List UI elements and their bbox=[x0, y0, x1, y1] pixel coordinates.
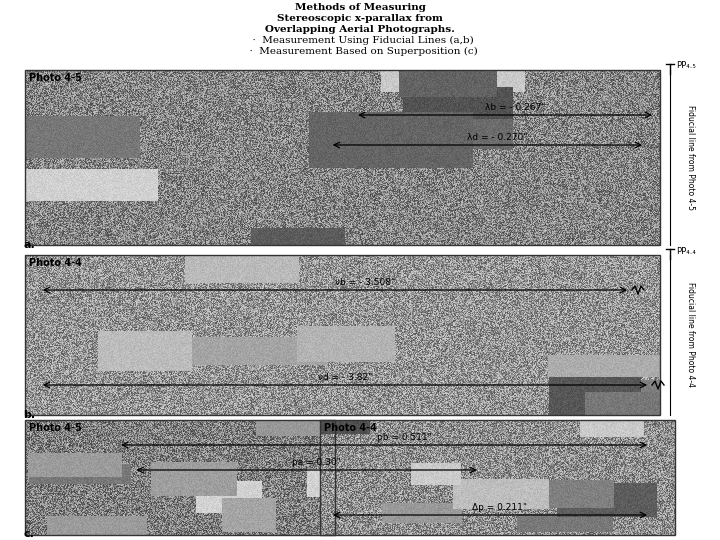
Bar bbox=[25, 255, 660, 415]
Text: λd = - 0.270": λd = - 0.270" bbox=[467, 133, 528, 142]
Text: λb = - 0.267": λb = - 0.267" bbox=[485, 103, 545, 112]
Bar bbox=[25, 420, 335, 535]
Text: ·  Measurement Based on Superposition (c): · Measurement Based on Superposition (c) bbox=[243, 47, 477, 56]
Text: c.: c. bbox=[23, 529, 34, 539]
Text: ·  Measurement Using Fiducial Lines (a,b): · Measurement Using Fiducial Lines (a,b) bbox=[246, 36, 474, 45]
Text: Stereoscopic x-parallax from: Stereoscopic x-parallax from bbox=[277, 14, 443, 23]
Text: pa = 0.30": pa = 0.30" bbox=[292, 458, 341, 467]
Text: Fiducial line from Photo 4-4: Fiducial line from Photo 4-4 bbox=[685, 282, 695, 388]
Text: a.: a. bbox=[23, 240, 35, 250]
Text: Overlapping Aerial Photographs.: Overlapping Aerial Photographs. bbox=[265, 25, 455, 34]
Text: Photo 4-5: Photo 4-5 bbox=[29, 73, 82, 83]
Text: Fiducial line from Photo 4-5: Fiducial line from Photo 4-5 bbox=[685, 105, 695, 210]
Text: νb = - 3.508": νb = - 3.508" bbox=[335, 278, 395, 287]
Text: PP₄.₅: PP₄.₅ bbox=[676, 62, 696, 71]
Text: Δp = 0.211": Δp = 0.211" bbox=[472, 503, 528, 512]
Bar bbox=[25, 70, 660, 245]
Text: Methods of Measuring: Methods of Measuring bbox=[294, 3, 426, 12]
Bar bbox=[320, 420, 675, 535]
Text: Photo 4-4: Photo 4-4 bbox=[324, 423, 377, 433]
Text: νd = - 3.82": νd = - 3.82" bbox=[318, 373, 372, 382]
Text: PP₄.₄: PP₄.₄ bbox=[676, 246, 696, 255]
Text: Photo 4-4: Photo 4-4 bbox=[29, 258, 82, 268]
Text: Photo 4-5: Photo 4-5 bbox=[29, 423, 82, 433]
Text: pb = 0.511": pb = 0.511" bbox=[377, 433, 431, 442]
Text: b.: b. bbox=[23, 410, 35, 420]
